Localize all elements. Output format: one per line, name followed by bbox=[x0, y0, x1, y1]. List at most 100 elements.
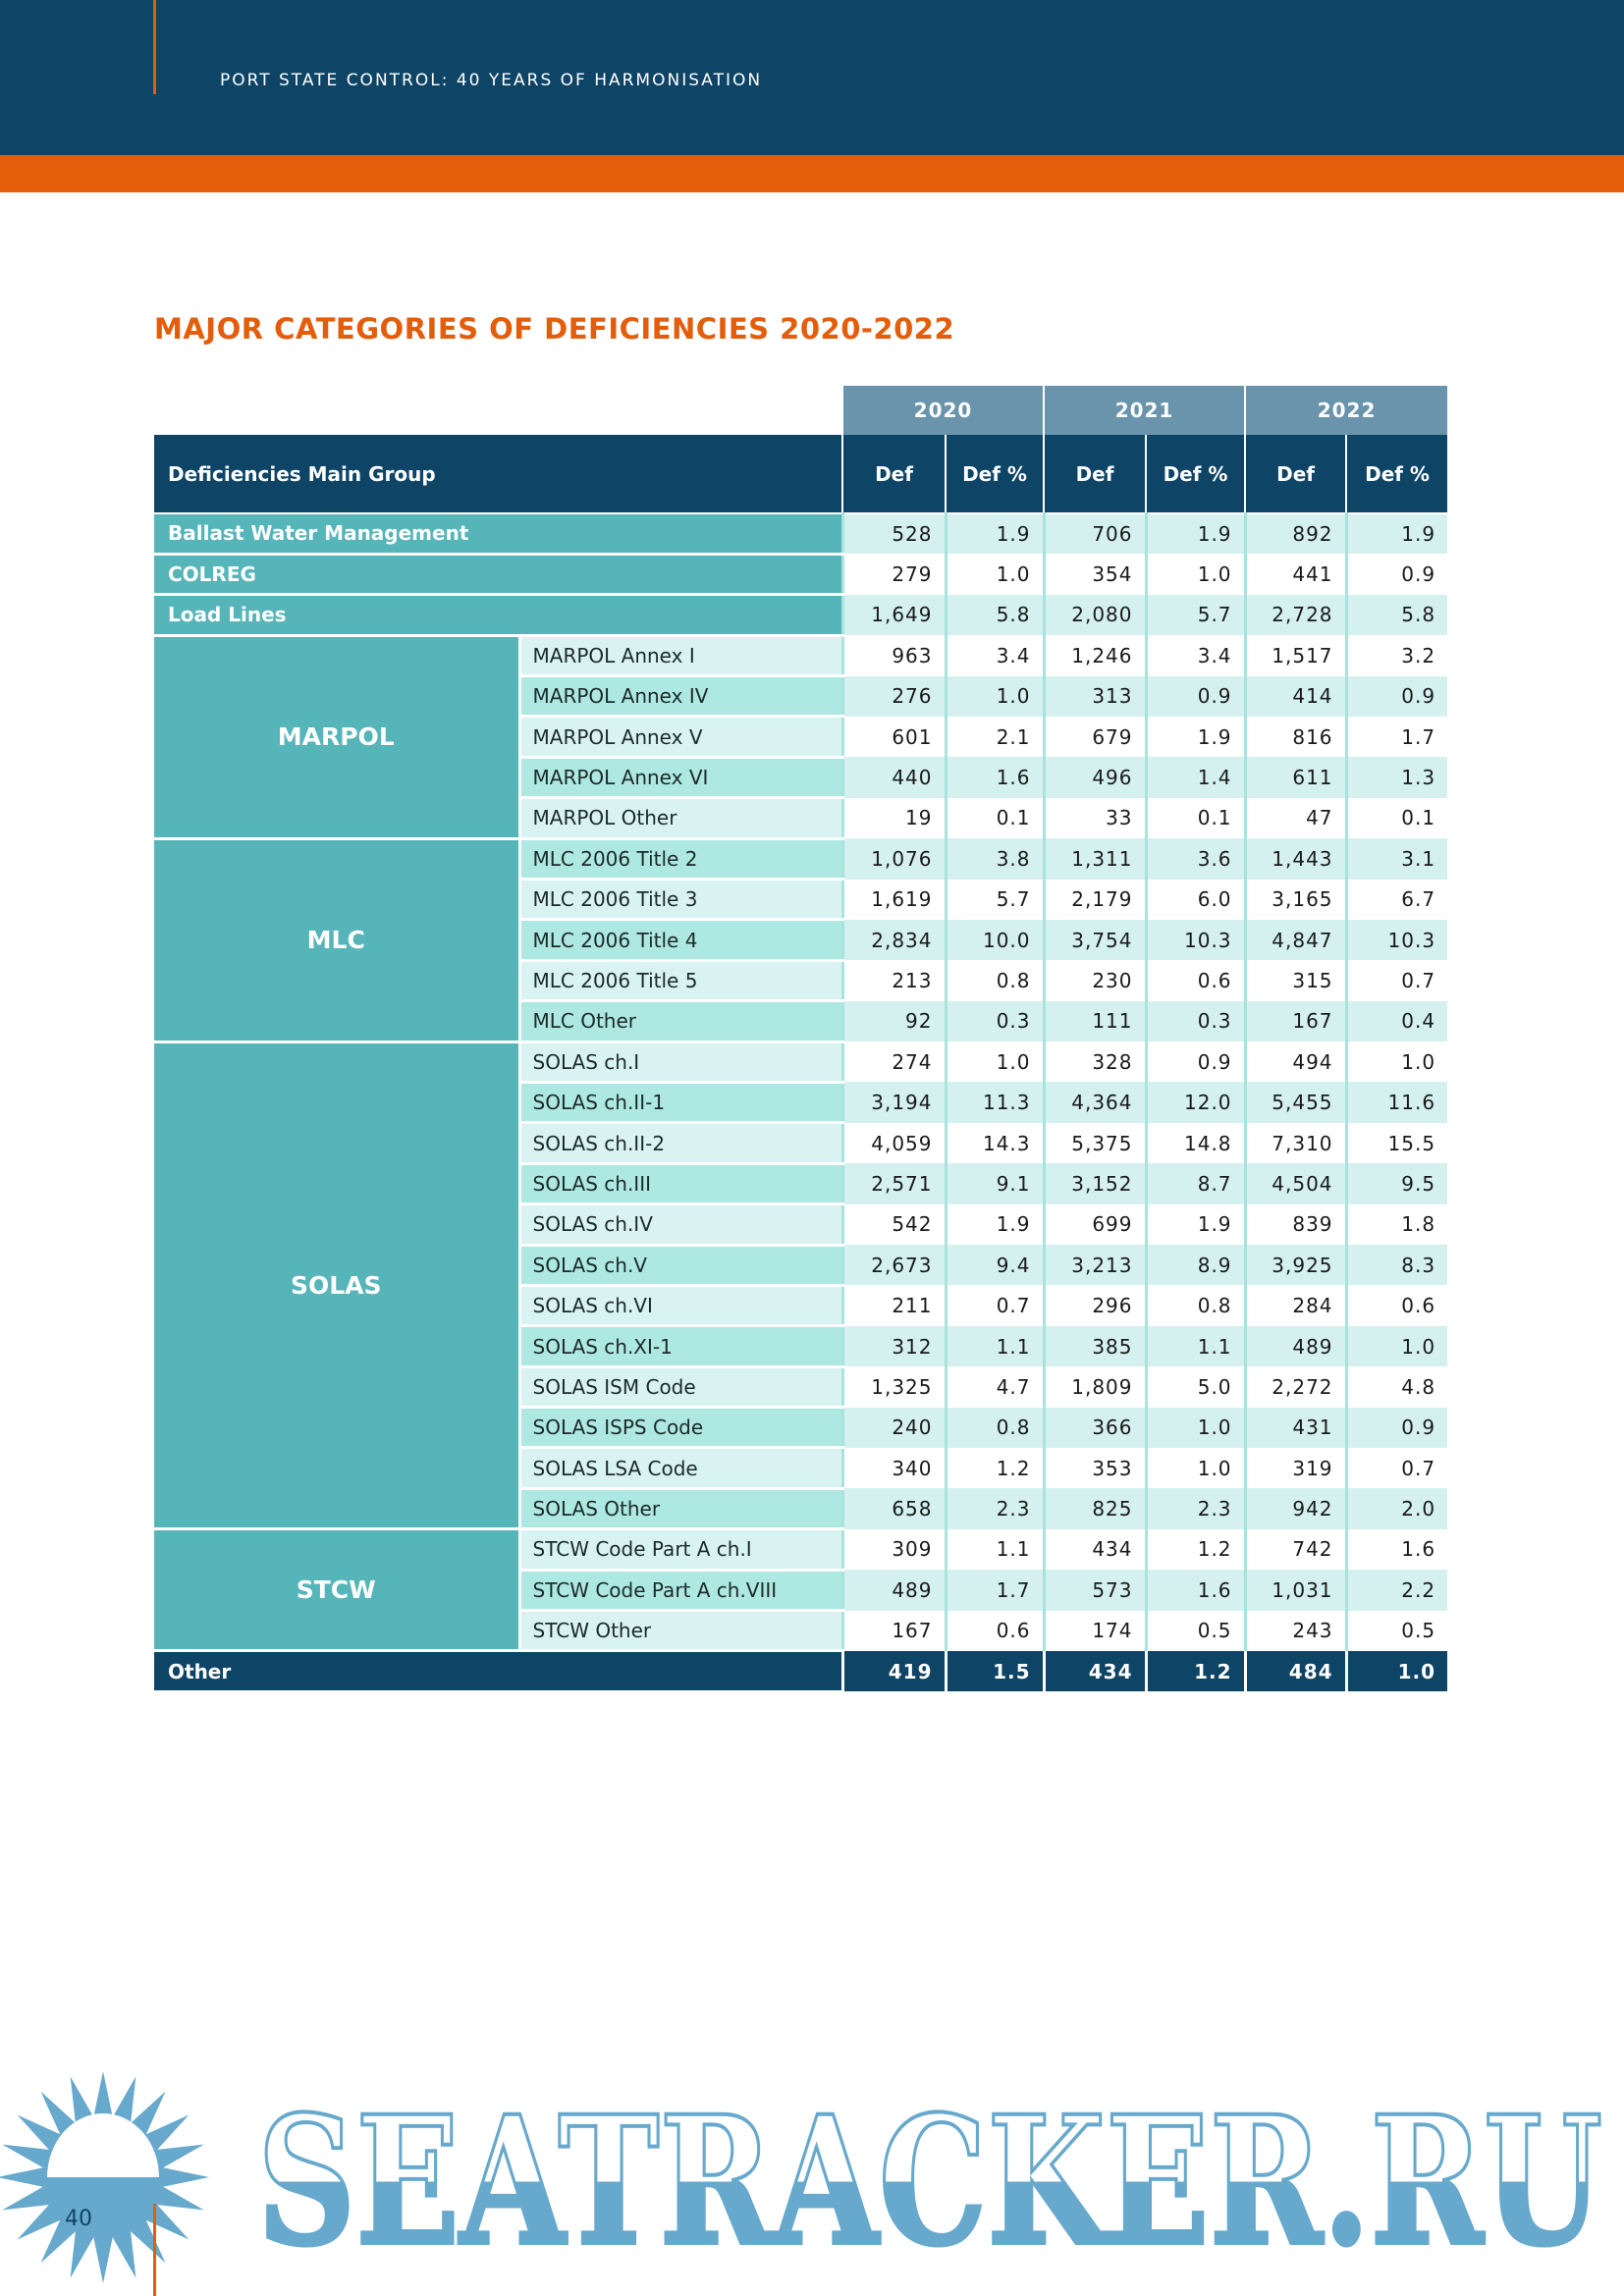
def-pct-cell: 1.0 bbox=[1344, 1650, 1448, 1692]
def-pct-cell: 5.8 bbox=[1344, 594, 1448, 636]
def-pct-cell: 3.6 bbox=[1144, 838, 1246, 880]
subgroup-label: SOLAS ISM Code bbox=[519, 1366, 842, 1410]
subgroup-label: SOLAS LSA Code bbox=[519, 1447, 842, 1490]
def-pct-cell: 2.3 bbox=[1144, 1488, 1246, 1529]
table-row: COLREG 279 1.0 354 1.0 441 0.9 bbox=[154, 554, 1448, 597]
def-cell: 276 bbox=[840, 675, 946, 717]
subgroup-label: STCW Code Part A ch.VIII bbox=[519, 1570, 842, 1613]
def-pct-cell: 8.7 bbox=[1144, 1163, 1246, 1204]
def-cell: 167 bbox=[1243, 1000, 1347, 1042]
def-pct-cell: 5.8 bbox=[944, 594, 1045, 636]
subgroup-label: SOLAS ch.V bbox=[519, 1245, 842, 1287]
def-pct-cell: 1.9 bbox=[1144, 716, 1246, 758]
def-pct-cell: 0.6 bbox=[1144, 960, 1246, 1001]
def-cell: 4,364 bbox=[1042, 1082, 1147, 1123]
def-pct-cell: 1.7 bbox=[944, 1570, 1045, 1611]
def-pct-cell: 3.1 bbox=[1344, 838, 1448, 880]
def-cell: 279 bbox=[840, 554, 946, 595]
def-cell: 319 bbox=[1243, 1447, 1347, 1489]
table-row: SOLAS ch.II-2 4,059 14.3 5,375 14.8 7,310 15.5 bbox=[154, 1122, 1448, 1165]
def-pct-cell: 11.3 bbox=[944, 1082, 1045, 1123]
def-pct-cell: 0.1 bbox=[1144, 797, 1246, 839]
def-pct-cell: 10.3 bbox=[1344, 919, 1448, 961]
def-pct-cell: 1.9 bbox=[1144, 513, 1246, 555]
watermark-text: SEATRACKER.RU bbox=[257, 2078, 1602, 2285]
def-pct-cell: 0.8 bbox=[944, 1407, 1045, 1448]
table-row: MLC 2006 Title 5 213 0.8 230 0.6 315 0.7 bbox=[154, 960, 1448, 1003]
def-cell: 706 bbox=[1042, 513, 1147, 555]
def-pct-cell: 1.9 bbox=[944, 1203, 1045, 1246]
def-pct-cell: 0.9 bbox=[1344, 1407, 1448, 1448]
group-label: Ballast Water Management bbox=[154, 513, 842, 556]
def-pct-cell: 1.0 bbox=[1144, 1447, 1246, 1489]
def-pct-cell: 0.8 bbox=[944, 960, 1045, 1001]
def-pct-cell: 1.1 bbox=[1144, 1325, 1246, 1367]
def-pct-cell: 15.5 bbox=[1344, 1122, 1448, 1164]
def-cell: 679 bbox=[1042, 716, 1147, 758]
table-row: STCW STCW Code Part A ch.I 309 1.1 434 1.2 742… bbox=[154, 1528, 1448, 1653]
def-pct-cell: 0.4 bbox=[1344, 1000, 1448, 1042]
table-row: MLC 2006 Title 3 1,619 5.7 2,179 6.0 3,165 6.7 bbox=[154, 879, 1448, 922]
table-row: MARPOL Other 19 0.1 33 0.1 47 0.1 bbox=[154, 797, 1448, 840]
def-pct-cell: 2.3 bbox=[944, 1488, 1045, 1529]
def-cell: 5,375 bbox=[1042, 1122, 1147, 1164]
table-row: MARPOL MARPOL Annex I 963 3.4 1,246 3.4 1,517 3… bbox=[154, 635, 1448, 840]
def-pct-cell: 12.0 bbox=[1144, 1082, 1246, 1123]
def-cell: 340 bbox=[840, 1447, 946, 1489]
def-pct-cell: 1.0 bbox=[944, 1041, 1045, 1083]
table-row: SOLAS ch.III 2,571 9.1 3,152 8.7 4,504 9.5 bbox=[154, 1163, 1448, 1206]
page-title: MAJOR CATEGORIES OF DEFICIENCIES 2020-20… bbox=[154, 312, 955, 346]
def-cell: 2,272 bbox=[1243, 1366, 1347, 1408]
def-cell: 2,673 bbox=[840, 1245, 946, 1286]
def-pct-cell: 1.8 bbox=[1344, 1203, 1448, 1246]
header-accent-line bbox=[153, 0, 156, 94]
def-pct-cell: 11.6 bbox=[1344, 1082, 1448, 1123]
def-pct-cell: 8.9 bbox=[1144, 1245, 1246, 1286]
def-cell: 309 bbox=[840, 1528, 946, 1571]
def-pct-cell: 1.6 bbox=[1344, 1528, 1448, 1571]
def-pct-cell: 14.8 bbox=[1144, 1122, 1246, 1164]
def-pct-cell: 1.1 bbox=[944, 1325, 1045, 1367]
table-row: STCW Code Part A ch.VIII 489 1.7 573 1.6 1,03… bbox=[154, 1570, 1448, 1613]
def-pct-cell: 1.6 bbox=[944, 757, 1045, 798]
def-pct-cell: 1.3 bbox=[1344, 757, 1448, 798]
def-pct-cell: 1.0 bbox=[944, 554, 1045, 595]
def-pct-cell: 0.7 bbox=[944, 1285, 1045, 1326]
def-pct-cell: 0.5 bbox=[1144, 1610, 1246, 1651]
def-cell: 484 bbox=[1243, 1650, 1347, 1692]
table-row: MLC Other 92 0.3 111 0.3 167 0.4 bbox=[154, 1000, 1448, 1043]
year-2021: 2021 bbox=[1043, 386, 1246, 435]
def-pct-cell: 0.8 bbox=[1144, 1285, 1246, 1326]
def-pct-cell: 0.5 bbox=[1344, 1610, 1448, 1651]
def-cell: 1,246 bbox=[1042, 635, 1147, 676]
def-cell: 3,165 bbox=[1243, 879, 1347, 920]
def-pct-cell: 14.3 bbox=[944, 1122, 1045, 1164]
def-cell: 434 bbox=[1042, 1650, 1147, 1692]
def-cell: 312 bbox=[840, 1325, 946, 1367]
def-cell: 3,213 bbox=[1042, 1245, 1147, 1286]
def-cell: 601 bbox=[840, 716, 946, 758]
watermark: SEATRACKER.RU bbox=[0, 2071, 1604, 2287]
group-label: COLREG bbox=[154, 554, 842, 597]
def-cell: 1,649 bbox=[840, 594, 946, 636]
def-pct-cell: 1.0 bbox=[1144, 1407, 1246, 1448]
def-pct-cell: 0.9 bbox=[1344, 554, 1448, 595]
def-cell: 284 bbox=[1243, 1285, 1347, 1326]
def-cell: 1,076 bbox=[840, 838, 946, 880]
def-cell: 354 bbox=[1042, 554, 1147, 595]
def-pct-cell: 3.4 bbox=[1144, 635, 1246, 676]
col-def-pct: Def % bbox=[1145, 435, 1246, 514]
table-row: SOLAS ch.II-1 3,194 11.3 4,364 12.0 5,455 11.6 bbox=[154, 1082, 1448, 1125]
subgroup-label: SOLAS ch.IV bbox=[519, 1203, 842, 1247]
def-cell: 440 bbox=[840, 757, 946, 798]
def-cell: 1,031 bbox=[1243, 1570, 1347, 1611]
year-header-row: 2020 2021 2022 bbox=[154, 386, 1448, 435]
page-number: 40 bbox=[65, 2207, 92, 2231]
table-row: SOLAS LSA Code 340 1.2 353 1.0 319 0.7 bbox=[154, 1447, 1448, 1490]
running-title: PORT STATE CONTROL: 40 YEARS OF HARMONIS… bbox=[220, 71, 763, 90]
def-cell: 2,080 bbox=[1042, 594, 1147, 636]
table-row: MLC 2006 Title 4 2,834 10.0 3,754 10.3 4,847 1… bbox=[154, 919, 1448, 962]
def-pct-cell: 1.4 bbox=[1144, 757, 1246, 798]
def-pct-cell: 1.0 bbox=[944, 675, 1045, 717]
group-label: SOLAS bbox=[154, 1041, 521, 1531]
